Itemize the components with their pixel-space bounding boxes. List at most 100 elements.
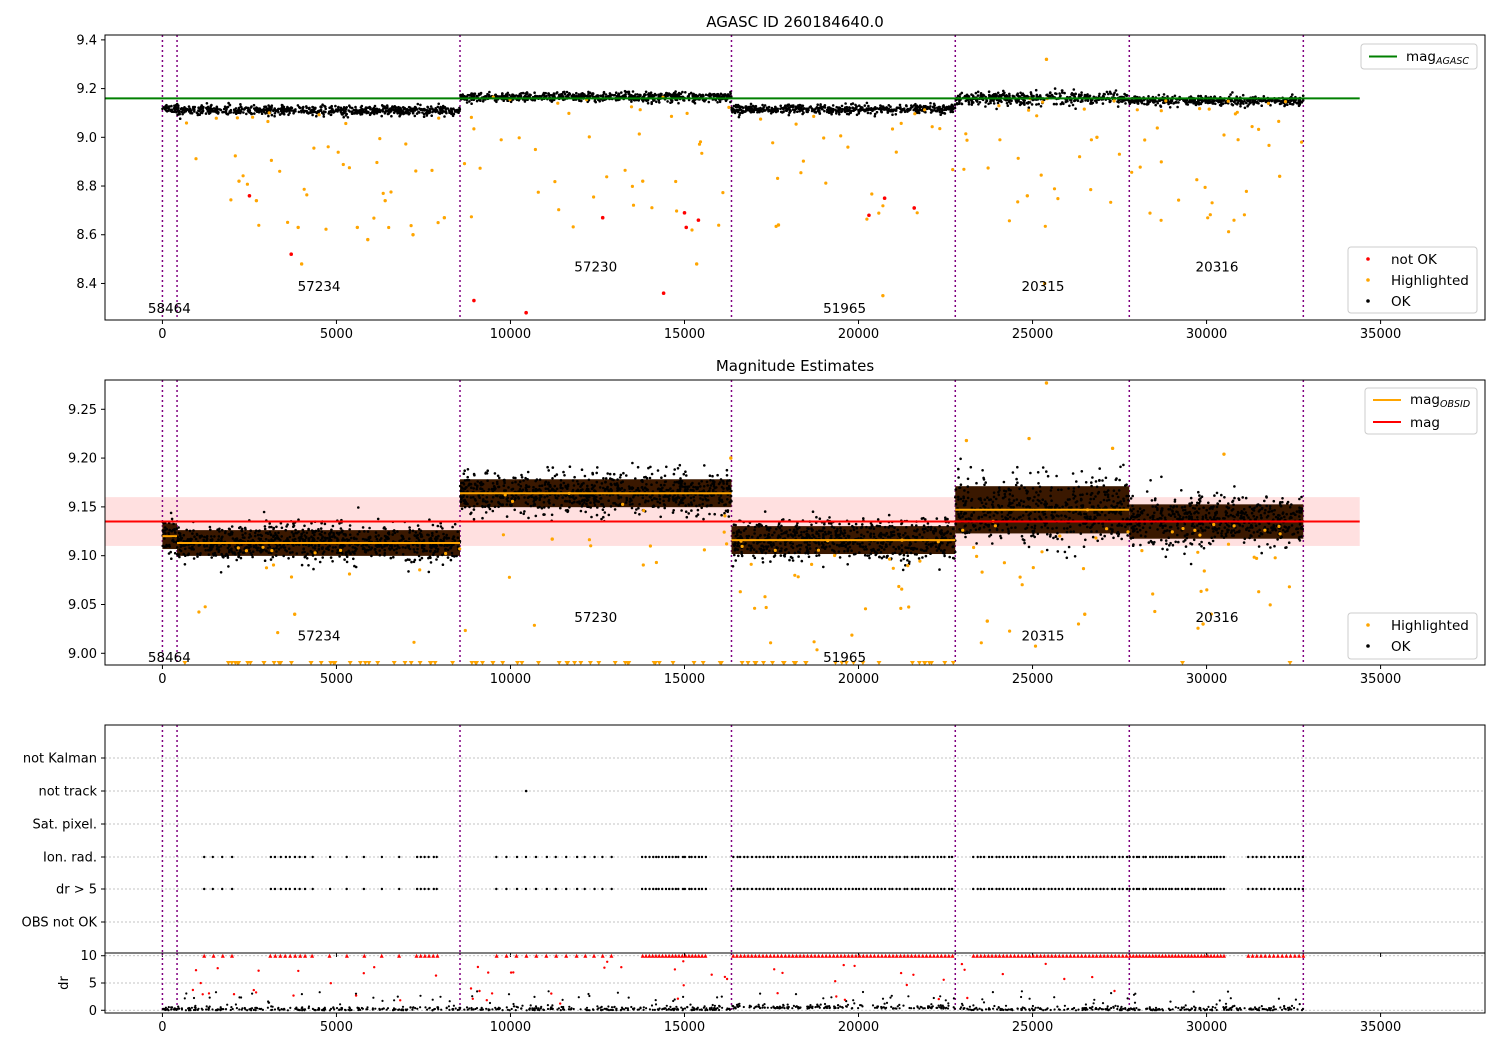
ok-point: [638, 489, 641, 493]
ok-point: [1016, 92, 1019, 95]
ok-point: [314, 544, 317, 548]
ok-point: [658, 101, 661, 104]
ok-point: [276, 108, 280, 112]
ok-point: [323, 522, 327, 526]
ok-point: [1114, 89, 1118, 92]
ok-point: [472, 508, 476, 511]
ok-point: [717, 501, 721, 505]
ok-point: [992, 93, 996, 96]
ok-point: [692, 499, 696, 502]
ok-point: [663, 504, 667, 507]
highlighted-point: [1035, 114, 1039, 118]
ok-point: [628, 503, 632, 506]
ok-point: [650, 498, 654, 502]
highlighted-point: [923, 108, 927, 112]
ok-point: [550, 513, 554, 517]
ok-point: [1262, 95, 1266, 98]
ok-point: [879, 108, 883, 112]
ok-point: [517, 497, 521, 500]
ok-point: [1257, 102, 1260, 105]
ok-point: [430, 546, 433, 550]
ok-point: [1159, 105, 1163, 108]
legend-highlighted-marker: [1366, 278, 1370, 282]
ok-point: [585, 488, 589, 492]
ok-point: [253, 531, 257, 535]
ok-point: [395, 547, 398, 551]
ok-point: [346, 116, 350, 119]
ok-point: [954, 98, 958, 102]
ok-point: [673, 481, 677, 484]
ok-point: [702, 485, 706, 488]
ok-point: [699, 485, 702, 488]
ok-point: [526, 496, 530, 500]
ok-point: [398, 114, 401, 118]
ok-point: [952, 107, 956, 110]
ok-point: [667, 499, 671, 502]
ok-point: [1247, 103, 1250, 106]
ok-point: [273, 112, 277, 115]
ok-point: [188, 529, 192, 533]
ok-point: [183, 106, 186, 109]
ok-point: [321, 552, 325, 555]
ok-point: [483, 505, 487, 509]
ok-point: [1133, 101, 1136, 104]
ok-point: [687, 503, 690, 506]
ok-point: [687, 98, 691, 102]
ok-point: [197, 106, 200, 109]
ok-point: [1162, 93, 1166, 96]
ok-point: [1061, 101, 1064, 104]
ok-point: [198, 543, 201, 547]
obsid-label: 20315: [1022, 279, 1065, 295]
panel-title: AGASC ID 260184640.0: [706, 13, 884, 31]
ok-point: [709, 479, 712, 482]
ok-point: [173, 551, 177, 555]
highlighted-point: [517, 136, 521, 140]
ok-point: [646, 99, 650, 102]
ok-point: [1022, 98, 1025, 102]
ok-point: [466, 475, 470, 479]
ok-point: [1241, 93, 1245, 97]
ok-point: [277, 531, 280, 535]
ok-point: [432, 108, 436, 112]
highlighted-point: [674, 179, 678, 184]
ok-point: [894, 113, 898, 116]
ok-point: [525, 93, 528, 96]
ok-point: [288, 111, 291, 115]
ok-point: [456, 545, 460, 548]
highlighted-point: [571, 225, 575, 229]
highlighted-point: [685, 111, 689, 115]
ok-point: [330, 535, 334, 538]
ok-point: [355, 537, 358, 541]
ok-point: [369, 107, 372, 111]
highlighted-point: [389, 190, 393, 194]
ok-point: [202, 105, 205, 109]
ok-point: [468, 505, 471, 509]
ok-point: [331, 560, 334, 563]
ok-point: [219, 545, 223, 548]
ok-point: [429, 556, 432, 560]
ok-point: [211, 110, 215, 113]
ok-point: [268, 530, 272, 534]
ok-point: [976, 90, 980, 94]
ok-point: [267, 551, 271, 554]
highlighted-point: [776, 176, 780, 180]
ok-point: [666, 100, 669, 103]
ok-point: [658, 497, 662, 501]
highlighted-point: [697, 142, 702, 146]
ok-point: [729, 100, 732, 104]
ok-point: [601, 508, 605, 512]
ok-point: [1239, 102, 1242, 106]
ok-point: [248, 549, 251, 553]
ok-point: [310, 522, 313, 525]
ok-point: [606, 487, 609, 491]
ok-point: [857, 104, 861, 108]
ok-point: [796, 110, 799, 113]
ok-point: [579, 494, 582, 498]
ok-point: [680, 482, 683, 486]
ok-point: [300, 532, 303, 536]
ok-point: [485, 496, 489, 499]
ok-point: [1295, 101, 1299, 105]
ok-point: [543, 513, 546, 516]
ok-point: [282, 554, 286, 558]
ok-point: [657, 505, 660, 509]
